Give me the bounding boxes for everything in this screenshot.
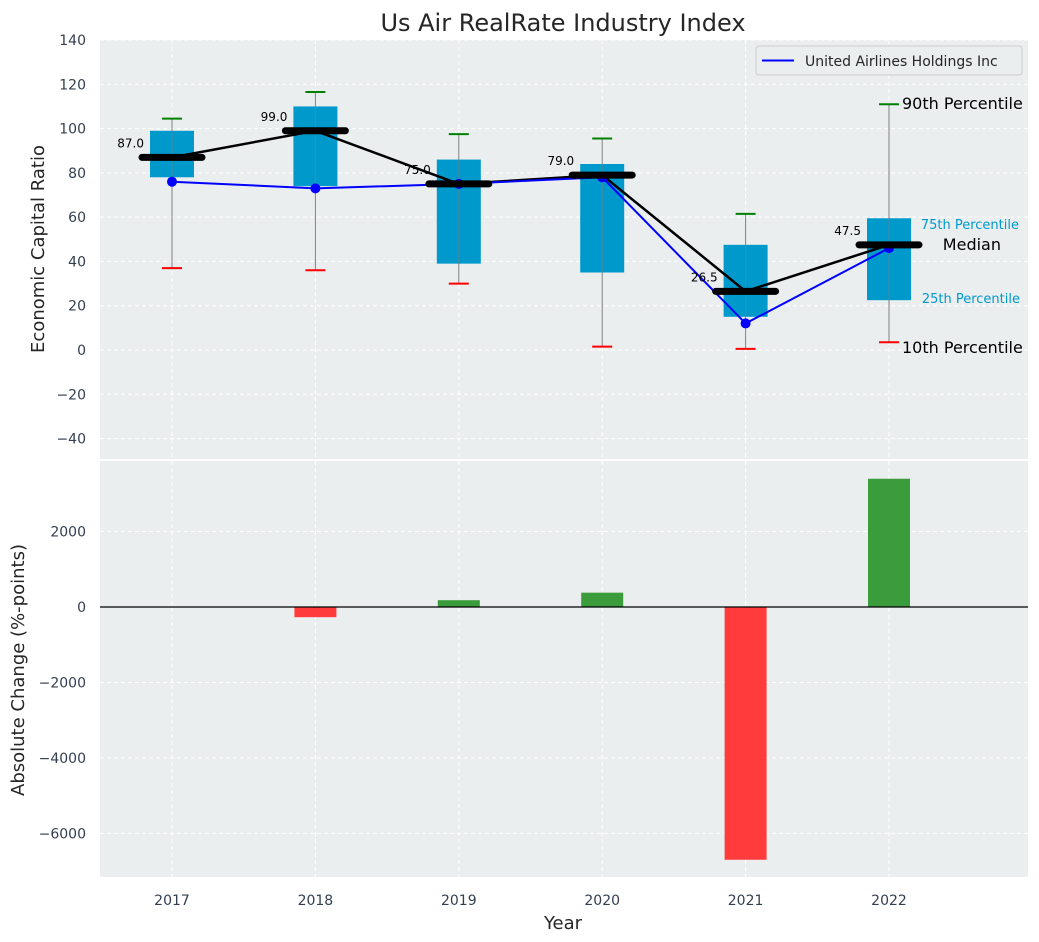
change-bar bbox=[437, 600, 480, 607]
top-y-axis-title: Economic Capital Ratio bbox=[28, 145, 49, 353]
company-series-point bbox=[740, 318, 751, 329]
bottom-y-axis-title: Absolute Change (%-points) bbox=[8, 544, 29, 796]
change-bar bbox=[868, 478, 910, 607]
bottom-y-tick-label: −6000 bbox=[39, 826, 86, 842]
legend-entry-label: United Airlines Holdings Inc bbox=[805, 54, 998, 70]
median-value-label: 79.0 bbox=[547, 154, 574, 168]
top-y-tick-label: 60 bbox=[68, 210, 86, 226]
median-annotation: Median bbox=[943, 235, 1001, 254]
top-grid bbox=[100, 39, 1028, 459]
change-bar bbox=[724, 607, 767, 860]
median-trend-line bbox=[171, 129, 890, 293]
bottom-y-tick-label: −4000 bbox=[39, 751, 86, 767]
median-value-label: 87.0 bbox=[117, 136, 144, 150]
median-value-label: 75.0 bbox=[404, 163, 431, 177]
change-bar bbox=[294, 607, 337, 618]
legend: United Airlines Holdings Inc bbox=[755, 45, 1023, 76]
top-y-tick-label: 140 bbox=[59, 33, 86, 49]
x-axis-title: Year bbox=[543, 913, 583, 934]
p90-annotation: 90th Percentile bbox=[902, 94, 1023, 113]
company-series-point bbox=[310, 183, 321, 194]
x-tick-label: 2021 bbox=[728, 893, 764, 909]
bottom-marks bbox=[100, 478, 1028, 860]
median-value-label: 47.5 bbox=[834, 224, 861, 238]
x-tick-label: 2017 bbox=[154, 893, 190, 909]
change-bar bbox=[581, 592, 624, 607]
top-y-tick-label: 40 bbox=[68, 254, 86, 270]
p10-annotation: 10th Percentile bbox=[902, 338, 1023, 357]
top-y-tick-label: 120 bbox=[59, 77, 86, 93]
median-value-label: 99.0 bbox=[261, 110, 288, 124]
top-y-tick-label: −40 bbox=[56, 432, 86, 448]
company-series-point bbox=[167, 176, 177, 187]
p25-annotation: 25th Percentile bbox=[922, 292, 1020, 307]
top-y-tick-label: 80 bbox=[68, 166, 86, 182]
median-value-label: 26.5 bbox=[691, 270, 718, 284]
bottom-y-tick-label: 0 bbox=[77, 600, 86, 616]
top-y-tick-label: 20 bbox=[68, 299, 86, 315]
x-tick-label: 2018 bbox=[298, 893, 334, 909]
top-y-tick-label: 0 bbox=[77, 343, 86, 359]
x-tick-label: 2022 bbox=[871, 893, 907, 909]
bottom-y-tick-label: −2000 bbox=[39, 675, 86, 691]
top-y-tick-label: −20 bbox=[56, 387, 86, 403]
x-tick-label: 2020 bbox=[584, 893, 620, 909]
top-y-tick-label: 100 bbox=[59, 122, 86, 138]
x-tick-label: 2019 bbox=[441, 893, 477, 909]
legend-box bbox=[755, 45, 1023, 76]
company-series-line bbox=[171, 176, 890, 325]
chart-title: Us Air RealRate Industry Index bbox=[380, 9, 745, 37]
p75-annotation: 75th Percentile bbox=[921, 218, 1019, 233]
top-marks: 87.0 99.0 75.0 79.0 26.5 47.5 90th Percentile 7… bbox=[117, 91, 1023, 357]
bottom-y-tick-label: 2000 bbox=[50, 525, 86, 541]
axes-text: 140 120 100 80 60 40 20 0 −20 −40 2000 0 −2000 −4000 −… bbox=[39, 33, 907, 909]
